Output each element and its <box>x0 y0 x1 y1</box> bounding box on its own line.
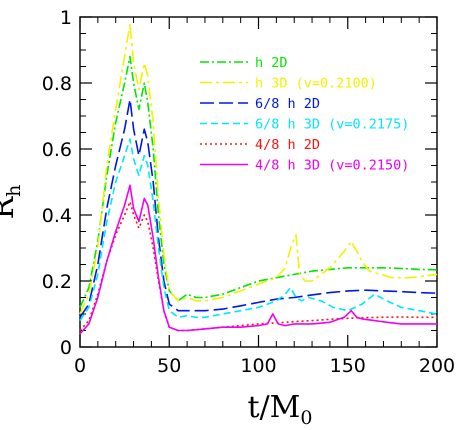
y-tick-label: 0.8 <box>42 73 72 95</box>
axis-tick-labels: 0 50 100 150 200 0 0.2 0.4 0.6 0.8 1 <box>42 7 455 377</box>
series-line-1 <box>79 55 438 308</box>
legend-label-4: 6/8 h 3D (v=0.2175) <box>255 117 409 133</box>
y-tick-label: 0.2 <box>42 271 72 293</box>
y-tick-label: 0.4 <box>42 205 72 227</box>
x-tick-label: 50 <box>157 355 181 377</box>
legend-label-6: 4/8 h 3D (v=0.2150) <box>255 158 409 174</box>
y-tick-label: 0 <box>60 337 72 359</box>
x-tick-label: 0 <box>74 355 86 377</box>
axis-ticks <box>79 16 438 348</box>
y-tick-label: 1 <box>60 7 72 29</box>
legend-label-1: h 2D <box>255 55 288 71</box>
series-line-2 <box>79 22 438 315</box>
x-axis-title-subscript: 0 <box>300 407 312 429</box>
legend: h 2D h 3D (v=0.2100) 6/8 h 2D 6/8 h 3D (v=0… <box>200 55 409 174</box>
y-axis-title-subscript: h <box>3 185 25 197</box>
y-tick-label: 0.6 <box>42 139 72 161</box>
series-lines <box>79 22 438 335</box>
legend-label-2: h 3D (v=0.2100) <box>255 76 377 92</box>
series-line-6 <box>79 184 437 335</box>
legend-label-3: 6/8 h 2D <box>255 96 320 112</box>
legend-label-5: 4/8 h 2D <box>255 137 320 153</box>
series-line-4 <box>79 138 438 322</box>
y-axis-title: Rh <box>0 185 25 220</box>
series-line-5 <box>79 201 437 332</box>
x-tick-label: 150 <box>330 355 366 377</box>
x-axis-title: t/M0 <box>248 390 313 429</box>
series-line-3 <box>79 98 438 318</box>
x-tick-label: 200 <box>419 355 455 377</box>
x-tick-label: 100 <box>240 355 276 377</box>
